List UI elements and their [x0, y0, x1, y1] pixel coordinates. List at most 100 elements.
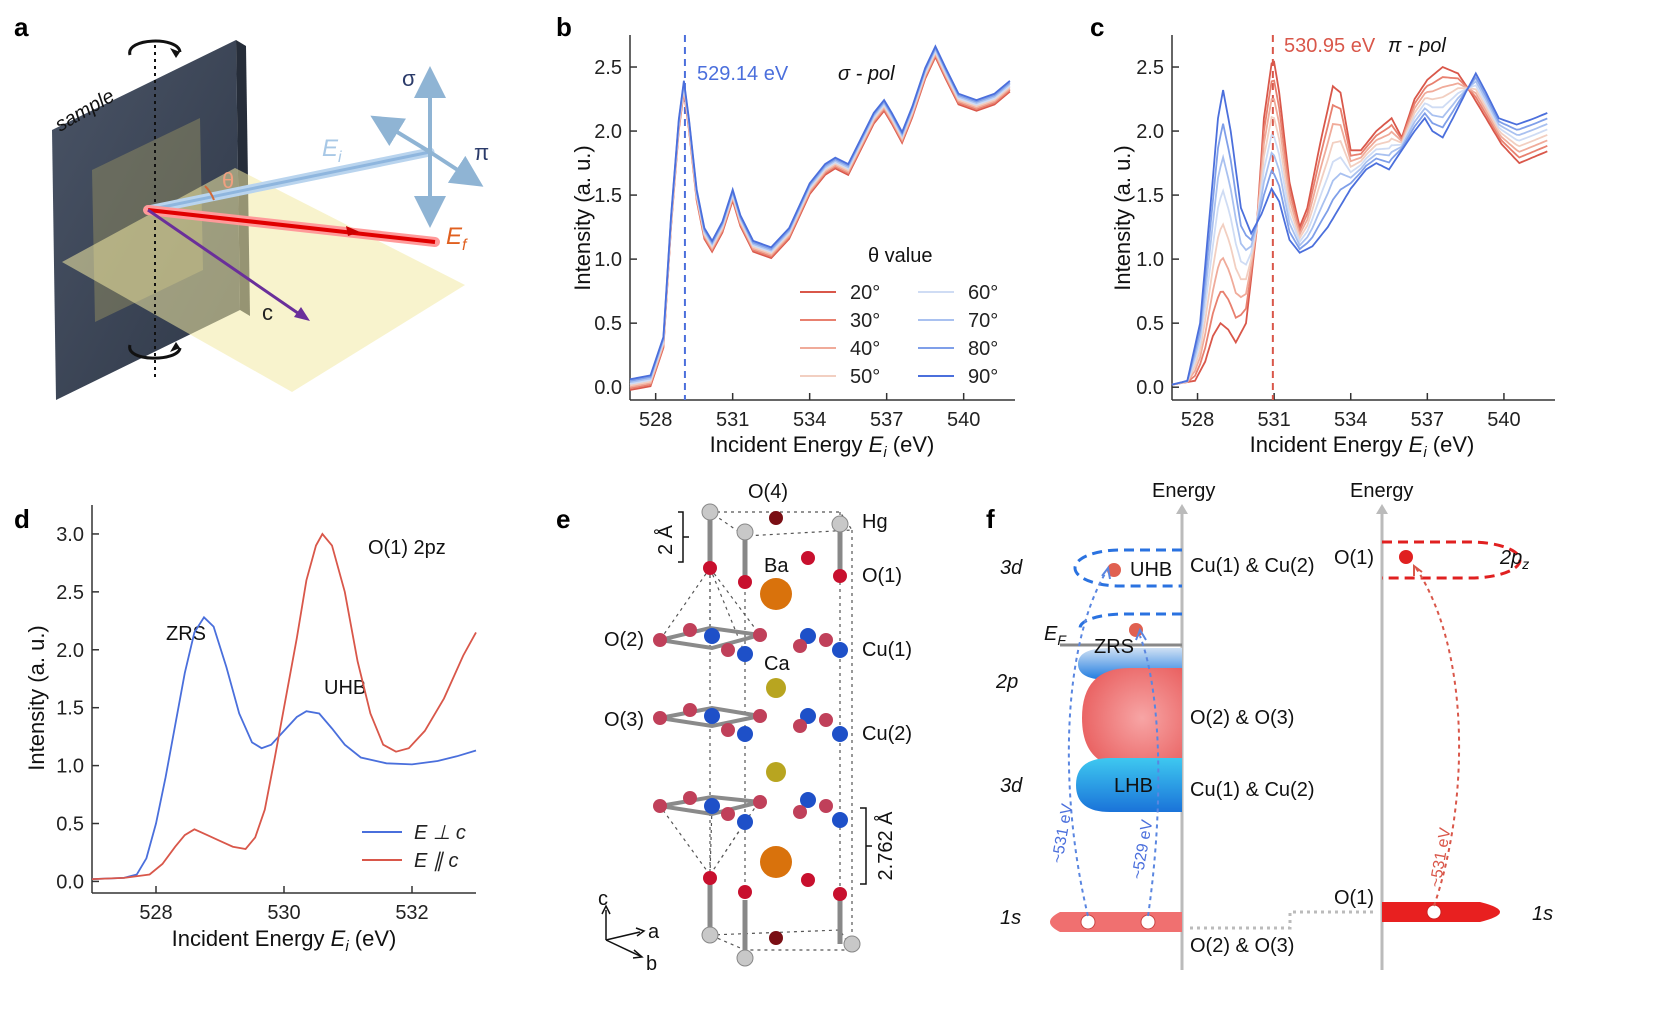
panel-label-c: c: [1090, 12, 1104, 42]
1s-site-label: O(2) & O(3): [1190, 935, 1294, 957]
label-cu1: Cu(1): [862, 639, 912, 661]
panel-e-crystal: O(4) Hg Ba O(1) O(2) Cu(1) Ca O(3) Cu(2)…: [598, 481, 912, 975]
chart-b-legend-label: 40°: [850, 338, 880, 360]
chart-d-ytick-label: 1.0: [56, 756, 84, 778]
chart-c-xtick-label: 537: [1411, 409, 1444, 431]
level-1s: 1s: [1000, 907, 1021, 929]
chart-c-xtick-label: 540: [1487, 409, 1520, 431]
chart-b-xtick-label: 534: [793, 409, 826, 431]
chart-d-ytick-label: 0.5: [56, 814, 84, 836]
chart-c-ytick-label: 1.5: [1136, 185, 1164, 207]
chart-c-xtick-label: 528: [1181, 409, 1214, 431]
lhb-label: LHB: [1114, 775, 1153, 797]
chart-b-pol-label: σ - pol: [838, 63, 895, 85]
label-ba: Ba: [764, 555, 789, 577]
chart-d-uhb-label: UHB: [324, 677, 366, 699]
fermi-level-label: EF: [1044, 623, 1067, 648]
panel-label-b: b: [556, 12, 572, 42]
chart-b-ytick-label: 0.5: [594, 313, 622, 335]
chart-d-ytick-label: 0.0: [56, 871, 84, 893]
chart-c: Intensity (a. u.) Incident Energy Ei (eV…: [1110, 35, 1555, 461]
chart-d-series-1: [91, 532, 477, 880]
panel-label-f: f: [986, 504, 995, 534]
chart-d-xtick-label: 532: [395, 902, 428, 924]
chart-c-ytick-label: 0.0: [1136, 377, 1164, 399]
label-o3: O(3): [604, 709, 644, 731]
chart-c-series-5: [1171, 79, 1548, 386]
chart-b-ytick-label: 0.0: [594, 377, 622, 399]
chart-b-xlabel: Incident Energy Ei (eV): [710, 432, 935, 461]
sigma-label: σ: [402, 66, 416, 91]
chart-d-ytick-label: 1.5: [56, 698, 84, 720]
chart-d-legend-label: E ∥ c: [414, 850, 458, 872]
chart-b-legend-label: 70°: [968, 310, 998, 332]
chart-b-legend-label: 50°: [850, 366, 880, 388]
panel-label-e: e: [556, 504, 570, 534]
ef-label: Ef: [446, 223, 468, 254]
rotation-top-icon: [128, 39, 182, 56]
chart-b-ytick-label: 2.0: [594, 121, 622, 143]
chart-c-vline-label: 530.95 eV: [1284, 35, 1376, 57]
chart-c-ytick-label: 0.5: [1136, 313, 1164, 335]
pi-label: π: [474, 140, 489, 165]
chart-b-xtick-label: 531: [716, 409, 749, 431]
zrs-label: ZRS: [1094, 636, 1134, 658]
chart-b-ytick-label: 1.0: [594, 249, 622, 271]
energy-axis-left-label: Energy: [1152, 480, 1215, 502]
chart-c-series-3: [1171, 87, 1548, 386]
arrow-label-531-left: ~531 eV: [1049, 802, 1076, 864]
chart-c-xtick-label: 534: [1334, 409, 1367, 431]
o1-2pz-label: 2pz: [1499, 547, 1529, 572]
chart-b-xtick-label: 528: [639, 409, 672, 431]
level-3d-top: 3d: [1000, 557, 1023, 579]
uhb-label: UHB: [1130, 559, 1172, 581]
uhb-site-label: Cu(1) & Cu(2): [1190, 555, 1314, 577]
chart-d: Intensity (a. u.) Incident Energy Ei (eV…: [24, 505, 477, 955]
rotation-bottom-icon: [128, 344, 182, 360]
chart-c-series-2: [1171, 82, 1548, 386]
axis-b-label: b: [646, 953, 657, 975]
label-o1: O(1): [862, 565, 902, 587]
label-o4: O(4): [748, 481, 788, 503]
chart-d-ytick-label: 3.0: [56, 524, 84, 546]
chart-d-zrs-label: ZRS: [166, 623, 206, 645]
chart-c-pol-label: π - pol: [1388, 35, 1446, 57]
chart-d-xlabel: Incident Energy Ei (eV): [172, 926, 397, 955]
chart-d-xtick-label: 528: [139, 902, 172, 924]
arrow-label-529: ~529 eV: [1129, 818, 1156, 880]
distance-side-label: 2.762 Å: [874, 811, 897, 881]
chart-c-series-1: [1171, 76, 1548, 386]
chart-b-vline-label: 529.14 eV: [697, 63, 789, 85]
chart-d-series-0: [91, 615, 477, 880]
chart-d-o1-label: O(1) 2pz: [368, 537, 446, 559]
crystal-axes-icon: [601, 904, 646, 959]
o1-bottom-label: O(1): [1334, 887, 1374, 909]
o1-top-label: O(1): [1334, 547, 1374, 569]
energy-axis-right-label: Energy: [1350, 480, 1413, 502]
scattering-plane: [62, 168, 465, 392]
label-o2: O(2): [604, 629, 644, 651]
chart-b-xtick-label: 540: [947, 409, 980, 431]
level-3d-bottom: 3d: [1000, 775, 1023, 797]
lhb-site-label: Cu(1) & Cu(2): [1190, 779, 1314, 801]
chart-b-legend-label: 60°: [968, 282, 998, 304]
c-axis-label: c: [262, 300, 273, 325]
chart-d-ylabel: Intensity (a. u.): [24, 625, 49, 771]
chart-c-ytick-label: 2.5: [1136, 57, 1164, 79]
chart-c-ytick-label: 2.0: [1136, 121, 1164, 143]
chart-c-series-0: [1171, 60, 1548, 386]
chart-b-legend-label: 80°: [968, 338, 998, 360]
distance-top-label: 2 Å: [654, 524, 677, 555]
chart-b-legend-label: 90°: [968, 366, 998, 388]
panel-f-energy-diagram: Energy Energy 3d 2p 3d 1s UHB EF ZRS LHB…: [995, 480, 1553, 970]
chart-c-xlabel: Incident Energy Ei (eV): [1250, 432, 1475, 461]
level-2p: 2p: [995, 671, 1018, 693]
chart-b-xtick-label: 537: [870, 409, 903, 431]
chart-b-legend-label: 30°: [850, 310, 880, 332]
chart-c-series-6: [1171, 75, 1548, 386]
chart-c-ylabel: Intensity (a. u.): [1110, 145, 1135, 291]
ei-label: Ei: [322, 135, 342, 166]
chart-d-xtick-label: 530: [267, 902, 300, 924]
theta-label: θ: [222, 168, 234, 193]
chart-b-legend-label: 20°: [850, 282, 880, 304]
